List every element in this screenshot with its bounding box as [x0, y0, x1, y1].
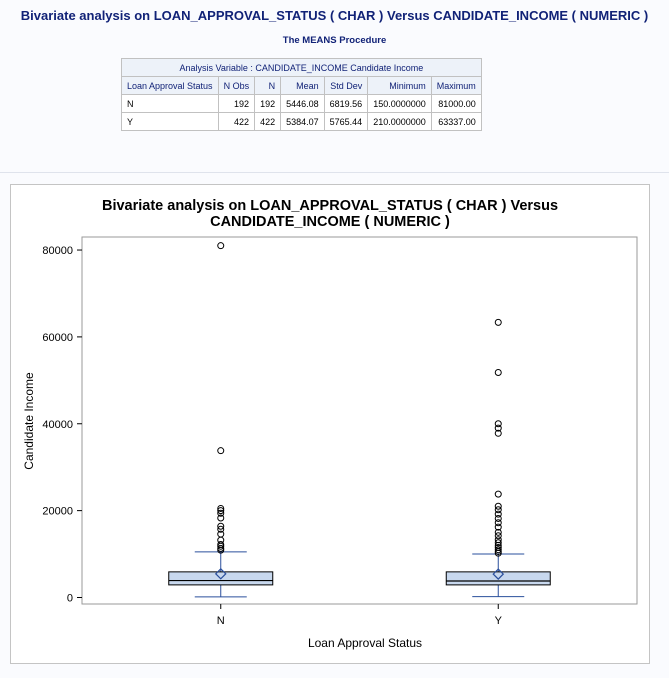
cell-n: 422 [254, 112, 282, 131]
outlier-point [494, 502, 502, 510]
box-Y [445, 318, 551, 598]
y-tick-label: 60000 [42, 332, 73, 344]
means-table: Analysis Variable : CANDIDATE_INCOME Can… [121, 58, 482, 131]
cell-maximum: 63337.00 [430, 112, 482, 131]
outlier-point [494, 429, 502, 437]
chart-title-line-2: CANDIDATE_INCOME ( NUMERIC ) [210, 214, 450, 230]
outlier-point [217, 522, 225, 530]
col-header-maximum: Maximum [430, 76, 482, 95]
outlier-point [494, 424, 502, 432]
outlier-point [494, 506, 502, 514]
section-divider [0, 172, 669, 173]
outlier-point [494, 536, 502, 544]
plot-area [81, 236, 638, 605]
y-tick-label: 20000 [42, 506, 73, 518]
outlier-point [494, 523, 502, 531]
col-header-nobs: N Obs [217, 76, 256, 95]
boxes [168, 242, 551, 598]
table-row: Y 422 422 5384.07 5765.44 210.0000000 63… [121, 112, 482, 131]
box-N [168, 242, 274, 598]
col-header-stddev: Std Dev [323, 76, 369, 95]
x-tick-label: N [217, 615, 225, 627]
y-tick-label: 0 [67, 592, 73, 604]
x-axis-label: Loan Approval Status [308, 636, 422, 650]
cell-minimum: 210.0000000 [367, 112, 432, 131]
col-header-mean: Mean [280, 76, 325, 95]
outlier-point [494, 514, 502, 522]
row-label: N [121, 94, 219, 113]
outlier-point [494, 420, 502, 428]
outlier-point [217, 504, 225, 512]
outlier-point [494, 519, 502, 527]
y-axis-label: Candidate Income [22, 372, 36, 470]
cell-maximum: 81000.00 [430, 94, 482, 113]
cell-nobs: 192 [217, 94, 256, 113]
outlier-point [494, 490, 502, 498]
cell-stddev: 5765.44 [323, 112, 369, 131]
outlier-point [494, 546, 502, 554]
outlier-point [494, 318, 502, 326]
row-label: Y [121, 112, 219, 131]
cell-minimum: 150.0000000 [367, 94, 432, 113]
box-plot: Bivariate analysis on LOAN_APPROVAL_STAT… [22, 198, 638, 650]
outlier-point [217, 525, 225, 533]
outlier-point [217, 540, 225, 548]
mean-marker [492, 568, 505, 580]
outlier-point [494, 528, 502, 536]
cell-n: 192 [254, 94, 282, 113]
outlier-point [217, 514, 225, 522]
mean-marker [214, 567, 227, 580]
outlier-point [217, 242, 225, 250]
col-header-minimum: Minimum [367, 76, 432, 95]
cell-mean: 5384.07 [280, 112, 325, 131]
outlier-point [217, 507, 225, 515]
outlier-point [494, 539, 502, 547]
col-header-n: N [254, 76, 282, 95]
page-title: Bivariate analysis on LOAN_APPROVAL_STAT… [20, 8, 649, 23]
outlier-point [494, 532, 502, 540]
cell-nobs: 422 [217, 112, 256, 131]
outlier-point [494, 510, 502, 518]
outlier-point [217, 447, 225, 455]
col-header-status: Loan Approval Status [121, 76, 219, 95]
outlier-point [494, 369, 502, 377]
y-tick-label: 80000 [42, 245, 73, 257]
cell-mean: 5446.08 [280, 94, 325, 113]
chart-title-line-1: Bivariate analysis on LOAN_APPROVAL_STAT… [102, 198, 558, 214]
x-tick-label: Y [495, 615, 503, 627]
y-tick-label: 40000 [42, 419, 73, 431]
box-plot-panel: Bivariate analysis on LOAN_APPROVAL_STAT… [10, 184, 650, 664]
outlier-point [494, 544, 502, 552]
outlier-point [217, 530, 225, 538]
outlier-point [217, 509, 225, 517]
cell-stddev: 6819.56 [323, 94, 369, 113]
y-axis: 0 20000 40000 60000 80000 [42, 245, 82, 604]
table-row: N 192 192 5446.08 6819.56 150.0000000 81… [121, 94, 482, 113]
outlier-point [217, 544, 225, 552]
procedure-title: The MEANS Procedure [282, 35, 387, 46]
means-table-caption: Analysis Variable : CANDIDATE_INCOME Can… [121, 58, 482, 77]
